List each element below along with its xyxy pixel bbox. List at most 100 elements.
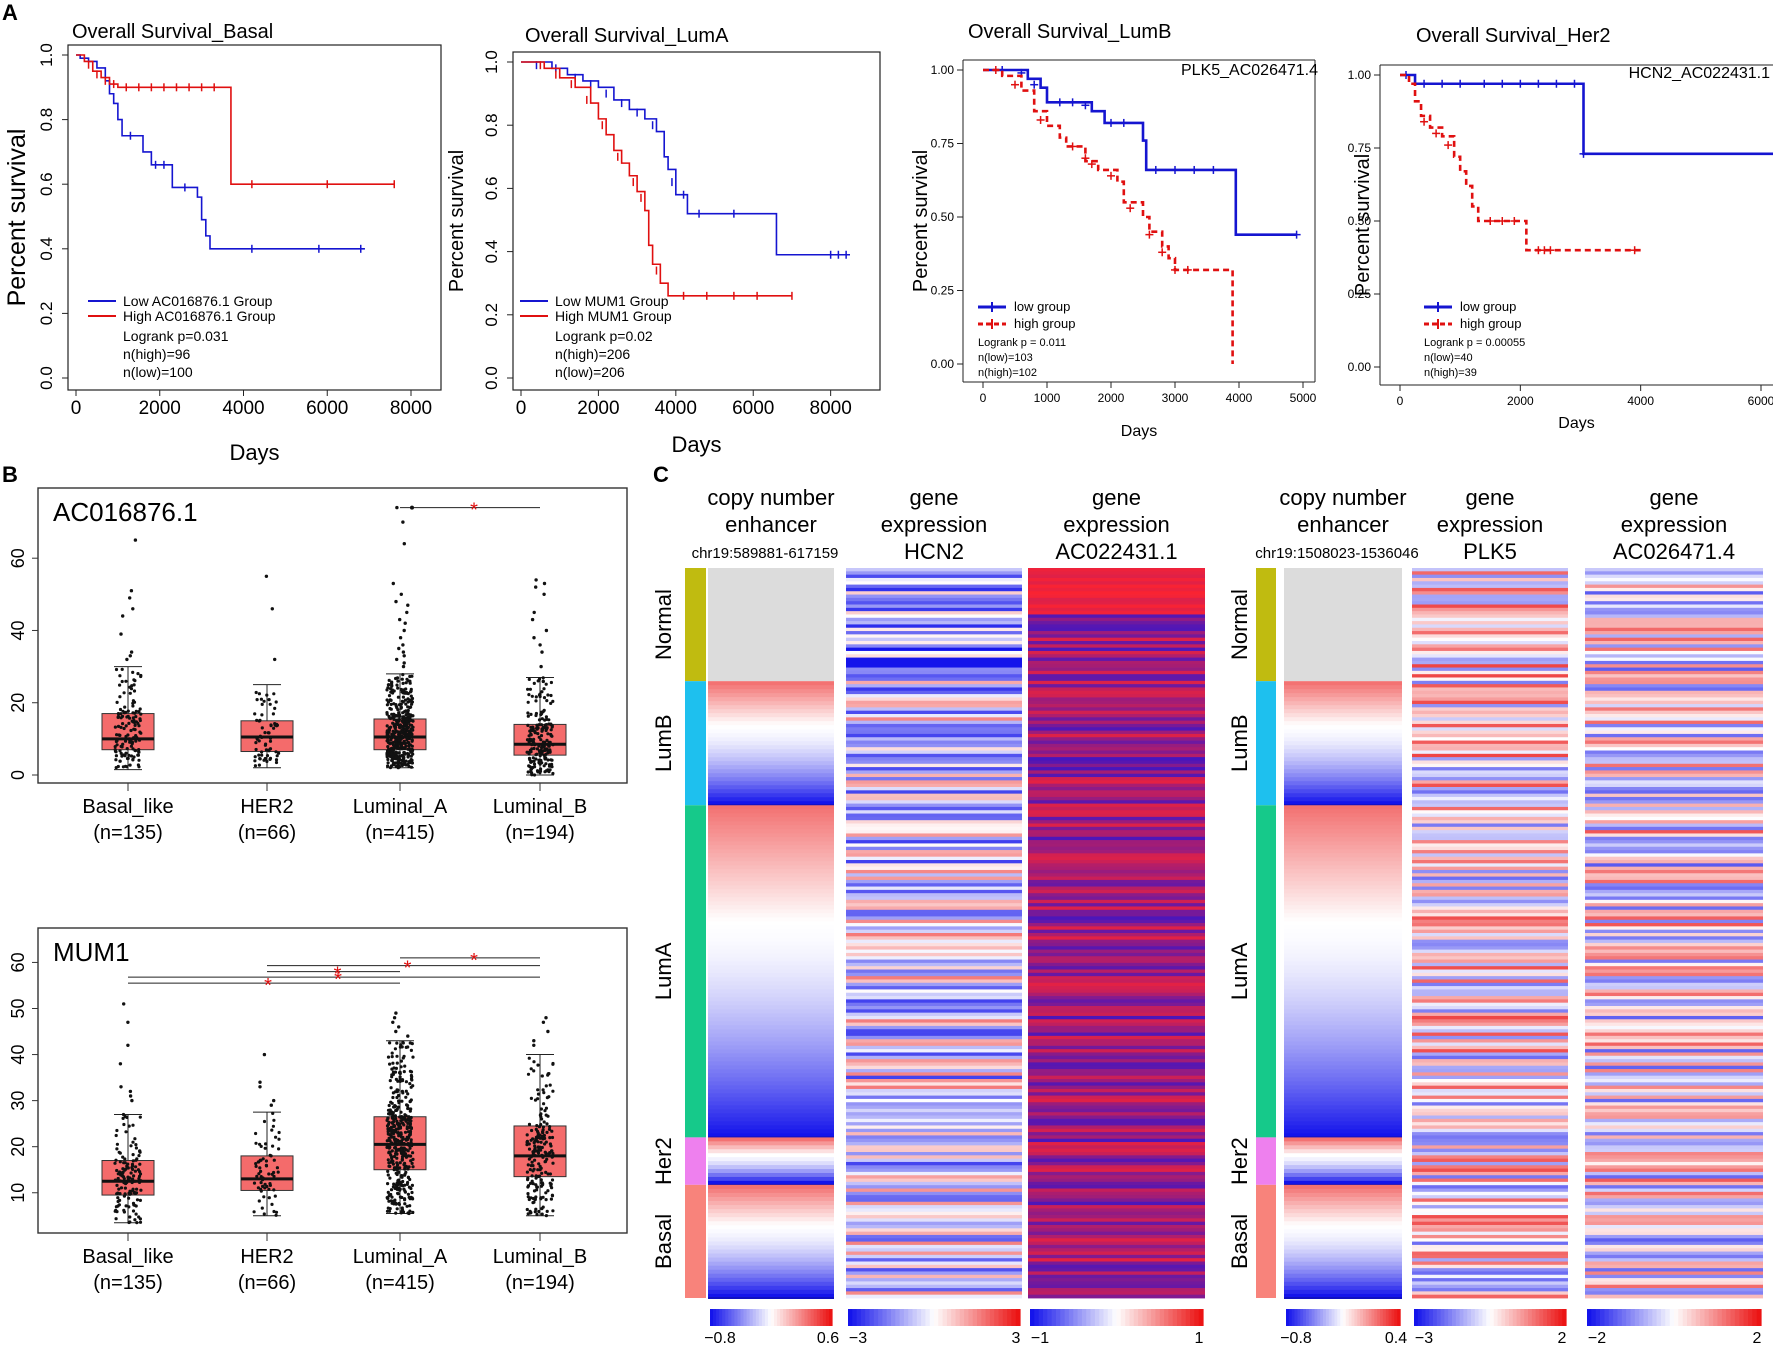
expression-cell <box>1585 770 1763 775</box>
data-point <box>127 1205 131 1209</box>
expression-cell <box>1412 906 1568 911</box>
expression-cell <box>1412 972 1568 977</box>
expression-cell <box>1028 568 1205 572</box>
cnv-cell <box>1284 1184 1402 1190</box>
cnv-cell <box>708 1149 834 1154</box>
expression-cell <box>846 936 1022 941</box>
color-scale-step <box>755 1309 760 1326</box>
data-point <box>544 1113 548 1117</box>
data-point <box>407 1185 411 1189</box>
data-point <box>550 1135 555 1140</box>
cnv-cell <box>1284 965 1402 970</box>
data-point <box>405 717 409 721</box>
color-scale-step <box>1726 1309 1732 1326</box>
expression-cell <box>846 1231 1022 1236</box>
cnv-cell <box>708 685 834 690</box>
expression-cell <box>1585 787 1763 791</box>
data-point <box>390 1075 394 1079</box>
expression-cell <box>1028 644 1205 649</box>
color-scale-step <box>1467 1309 1472 1326</box>
data-point <box>392 1105 396 1109</box>
expression-cell <box>1585 836 1763 841</box>
color-scale-step <box>985 1309 991 1326</box>
data-point <box>549 680 554 685</box>
expression-cell <box>1585 893 1763 897</box>
expression-cell <box>1412 1092 1568 1096</box>
expression-cell <box>846 1158 1022 1163</box>
expression-cell <box>1412 1009 1568 1014</box>
expression-cell <box>1412 777 1568 781</box>
expression-cell <box>1585 607 1763 612</box>
data-point <box>121 722 125 726</box>
cnv-cell <box>1284 701 1402 706</box>
expression-cell <box>846 1145 1022 1150</box>
expression-cell <box>1028 1019 1205 1023</box>
outlier-point <box>397 646 401 651</box>
color-scale-step <box>1073 1309 1079 1326</box>
cnv-cell <box>708 801 834 806</box>
data-point <box>138 1172 143 1176</box>
cnv-cell <box>1284 1241 1402 1247</box>
expression-cell <box>846 670 1022 675</box>
color-scale-step <box>1474 1309 1480 1326</box>
expression-cell <box>1412 1059 1568 1063</box>
x-tick-label: 0 <box>516 398 527 419</box>
expression-cell <box>846 982 1022 987</box>
expression-cell <box>1412 714 1568 718</box>
data-point <box>126 1177 130 1181</box>
expression-cell <box>1412 1185 1568 1189</box>
data-point <box>399 705 403 709</box>
cnv-cell <box>708 1153 834 1158</box>
data-point <box>123 754 127 758</box>
expression-cell <box>1412 989 1568 994</box>
cnv-cell <box>1284 1196 1402 1202</box>
data-point <box>537 718 542 722</box>
data-point <box>541 745 545 749</box>
cnv-cell <box>1284 909 1402 914</box>
data-point <box>408 1100 412 1104</box>
expression-cell <box>1028 607 1205 612</box>
expression-cell <box>846 1254 1022 1259</box>
data-point <box>395 1143 399 1147</box>
expression-cell <box>1585 1098 1763 1103</box>
data-point <box>409 1070 414 1074</box>
expression-cell <box>846 647 1022 652</box>
expression-cell <box>1412 674 1568 678</box>
expression-cell <box>846 780 1022 785</box>
cnv-cell <box>1284 941 1402 946</box>
outlier-point <box>397 1025 401 1029</box>
data-point <box>113 745 117 749</box>
expression-cell <box>1585 1211 1763 1216</box>
cnv-cell <box>708 1049 834 1054</box>
expression-cell <box>846 1195 1022 1199</box>
data-point <box>139 1188 143 1192</box>
outlier-point <box>391 581 395 586</box>
data-point <box>391 1162 395 1166</box>
data-point <box>123 1192 127 1196</box>
scale-min-label: −3 <box>849 1330 867 1347</box>
data-point <box>127 1124 131 1128</box>
expression-cell <box>1028 730 1205 735</box>
expression-cell <box>1585 684 1763 688</box>
data-point <box>526 711 530 715</box>
data-point <box>385 711 389 715</box>
expression-cell <box>1585 604 1763 609</box>
expression-cell <box>1028 992 1205 997</box>
expression-cell <box>1028 996 1205 1000</box>
data-point <box>530 1160 534 1164</box>
expression-cell <box>1585 790 1763 795</box>
expression-cell <box>1028 833 1205 838</box>
stats-text: Logrank p=0.031 <box>123 328 229 344</box>
outlier-point <box>534 585 538 589</box>
expression-cell <box>846 1135 1022 1140</box>
color-scale-step <box>1520 1309 1525 1326</box>
expression-cell <box>1028 1215 1205 1219</box>
expression-cell <box>846 1165 1022 1169</box>
cnv-cell <box>708 909 834 914</box>
data-point <box>410 1078 414 1082</box>
color-scale-step <box>1695 1309 1701 1326</box>
data-point <box>399 1059 403 1063</box>
expression-cell <box>1028 1122 1205 1126</box>
data-point <box>138 1115 142 1119</box>
